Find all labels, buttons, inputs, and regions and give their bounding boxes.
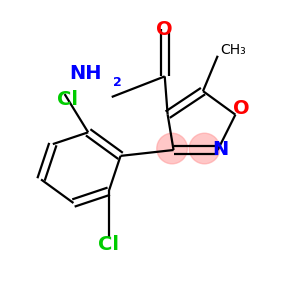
Text: Cl: Cl xyxy=(57,90,78,110)
Text: 2: 2 xyxy=(113,76,122,89)
Text: NH: NH xyxy=(69,64,101,83)
Text: Cl: Cl xyxy=(98,235,119,254)
Circle shape xyxy=(189,133,220,164)
Text: N: N xyxy=(212,140,229,160)
Text: O: O xyxy=(233,99,250,118)
Text: CH₃: CH₃ xyxy=(221,43,246,57)
Circle shape xyxy=(157,133,188,164)
Text: O: O xyxy=(156,20,173,39)
